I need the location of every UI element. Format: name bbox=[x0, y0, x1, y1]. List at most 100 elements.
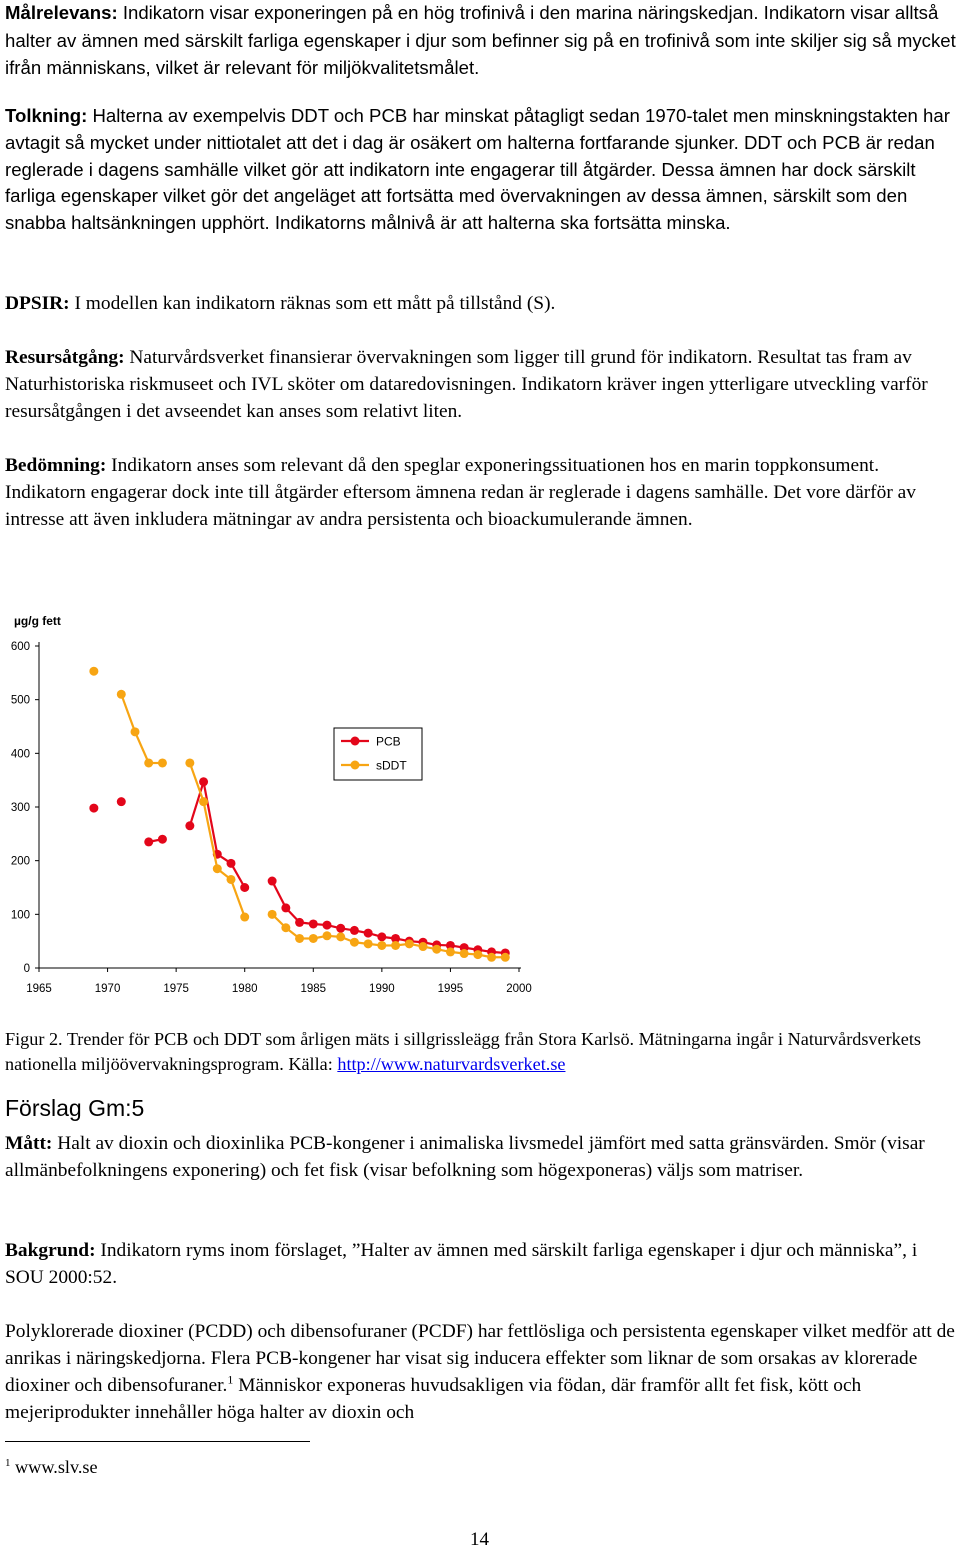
paragraph-bedomning: Bedömning: Indikatorn anses som relevant… bbox=[5, 452, 956, 533]
malrelevans-label: Målrelevans: bbox=[5, 2, 118, 23]
legend: PCB sDDT bbox=[333, 727, 423, 781]
paragraph-resursatgang: Resursåtgång: Naturvårdsverket finansier… bbox=[5, 344, 956, 425]
section-heading: Förslag Gm:5 bbox=[5, 1095, 145, 1121]
pcb-point bbox=[377, 932, 387, 942]
y-tick-label: 200 bbox=[11, 856, 30, 868]
pcb-point bbox=[185, 821, 195, 831]
figure-caption-text: Figur 2. Trender för PCB och DDT som årl… bbox=[5, 1029, 921, 1074]
pcb-point bbox=[349, 925, 359, 935]
pcb-point bbox=[144, 837, 154, 847]
sddt-point bbox=[377, 940, 387, 950]
tolkning-text: Halterna av exempelvis DDT och PCB har m… bbox=[5, 105, 950, 234]
legend-box bbox=[333, 727, 423, 781]
pcb-point bbox=[226, 858, 236, 868]
legend-sddt-label: sDDT bbox=[376, 759, 407, 773]
sddt-point bbox=[336, 932, 346, 942]
trend-chart-svg: µg/g fett 0 100 200 300 400 500 600 1965 1970 197… bbox=[11, 614, 532, 995]
pcb-point bbox=[116, 797, 126, 807]
pcb-line-segment bbox=[271, 880, 287, 909]
dpsir-label: DPSIR: bbox=[5, 293, 70, 314]
pcb-point bbox=[89, 803, 99, 813]
pcb-point bbox=[322, 920, 332, 930]
bakgrund-text: Indikatorn ryms inom förslaget, ”Halter … bbox=[5, 1240, 918, 1288]
resursatgang-text: Naturvårdsverket finansierar övervakning… bbox=[5, 347, 928, 422]
sddt-point bbox=[267, 909, 277, 919]
footnote-reference: 1 bbox=[227, 1372, 234, 1387]
source-link[interactable]: http://www.naturvardsverket.se bbox=[337, 1054, 566, 1074]
pcb-point bbox=[391, 933, 401, 943]
sddt-point bbox=[363, 939, 373, 949]
axes: 0 100 200 300 400 500 600 1965 1970 1975 1980 1985 1… bbox=[11, 641, 532, 995]
pcb-line-segment bbox=[202, 781, 219, 855]
trend-chart: µg/g fett 0 100 200 300 400 500 600 1965 1970 197… bbox=[0, 600, 560, 1010]
pcb-point bbox=[281, 903, 291, 913]
sddt-point bbox=[322, 931, 332, 941]
x-tick-label: 1985 bbox=[300, 983, 326, 995]
sddt-point bbox=[295, 933, 305, 943]
pcb-point bbox=[308, 919, 318, 929]
polyklorerade-text-after: Människor exponeras huvudsakligen via fö… bbox=[5, 1375, 862, 1423]
bakgrund-label: Bakgrund: bbox=[5, 1240, 96, 1261]
y-axis-label: µg/g fett bbox=[14, 614, 61, 628]
paragraph-dpsir: DPSIR: I modellen kan indikatorn räknas … bbox=[5, 290, 956, 317]
sddt-point bbox=[226, 874, 236, 884]
x-tick-label: 1990 bbox=[369, 983, 395, 995]
series-pcb bbox=[89, 777, 510, 958]
footnote-number: 1 bbox=[5, 1456, 11, 1469]
sddt-point bbox=[349, 937, 359, 947]
sddt-point bbox=[391, 940, 401, 950]
paragraph-tolkning: Tolkning: Halterna av exempelvis DDT och… bbox=[5, 103, 956, 237]
dpsir-text: I modellen kan indikatorn räknas som ett… bbox=[69, 293, 556, 314]
sddt-point bbox=[487, 952, 497, 962]
paragraph-matt: Mått: Halt av dioxin och dioxinlika PCB-… bbox=[5, 1130, 956, 1184]
sddt-point bbox=[473, 950, 483, 960]
sddt-line-segment bbox=[202, 801, 219, 869]
y-tick-label: 400 bbox=[11, 748, 30, 760]
sddt-point bbox=[185, 758, 195, 768]
malrelevans-text: Indikatorn visar exponeringen på en hög … bbox=[5, 2, 956, 78]
resursatgang-label: Resursåtgång: bbox=[5, 347, 125, 368]
sddt-line-segment bbox=[120, 693, 137, 733]
bedomning-text: Indikatorn anses som relevant då den spe… bbox=[5, 455, 916, 530]
pcb-point bbox=[199, 777, 209, 787]
legend-pcb-marker bbox=[350, 736, 360, 746]
tolkning-label: Tolkning: bbox=[5, 105, 88, 126]
pcb-point bbox=[336, 923, 346, 933]
sddt-point bbox=[89, 666, 99, 676]
x-tick-label: 1970 bbox=[95, 983, 121, 995]
paragraph-malrelevans: Målrelevans: Indikatorn visar exponering… bbox=[5, 0, 956, 83]
x-tick-label: 1995 bbox=[438, 983, 464, 995]
page-number: 14 bbox=[470, 1529, 489, 1550]
sddt-point bbox=[281, 923, 291, 933]
sddt-point bbox=[240, 912, 250, 922]
sddt-point bbox=[404, 939, 414, 949]
footnote: 1 www.slv.se bbox=[5, 1455, 98, 1479]
y-tick-label: 100 bbox=[11, 909, 30, 921]
bedomning-label: Bedömning: bbox=[5, 455, 107, 476]
y-tick-label: 600 bbox=[11, 641, 30, 653]
sddt-point bbox=[130, 727, 140, 737]
legend-pcb-label: PCB bbox=[376, 735, 401, 749]
sddt-point bbox=[199, 797, 209, 807]
y-tick-label: 300 bbox=[11, 802, 30, 814]
pcb-point bbox=[295, 917, 305, 927]
pcb-point bbox=[267, 876, 277, 886]
sddt-point bbox=[308, 933, 318, 943]
polyklorerade-text-before: Polyklorerade dioxiner (PCDD) och dibens… bbox=[5, 1321, 955, 1396]
x-tick-label: 1975 bbox=[163, 983, 189, 995]
sddt-point bbox=[116, 689, 126, 699]
series-sddt bbox=[89, 666, 510, 962]
y-tick-label: 0 bbox=[24, 963, 30, 975]
legend-sddt-marker bbox=[350, 760, 360, 770]
pcb-point bbox=[157, 834, 167, 844]
y-tick-label: 500 bbox=[11, 695, 30, 707]
x-tick-label: 2000 bbox=[506, 983, 532, 995]
sddt-line-segment bbox=[188, 762, 205, 803]
pcb-line-segment bbox=[230, 862, 246, 889]
x-tick-label: 1965 bbox=[26, 983, 52, 995]
series bbox=[89, 666, 510, 962]
pcb-point bbox=[240, 883, 250, 892]
matt-text: Halt av dioxin och dioxinlika PCB-kongen… bbox=[5, 1133, 925, 1181]
pcb-point bbox=[445, 940, 455, 950]
footnote-divider bbox=[5, 1441, 310, 1442]
